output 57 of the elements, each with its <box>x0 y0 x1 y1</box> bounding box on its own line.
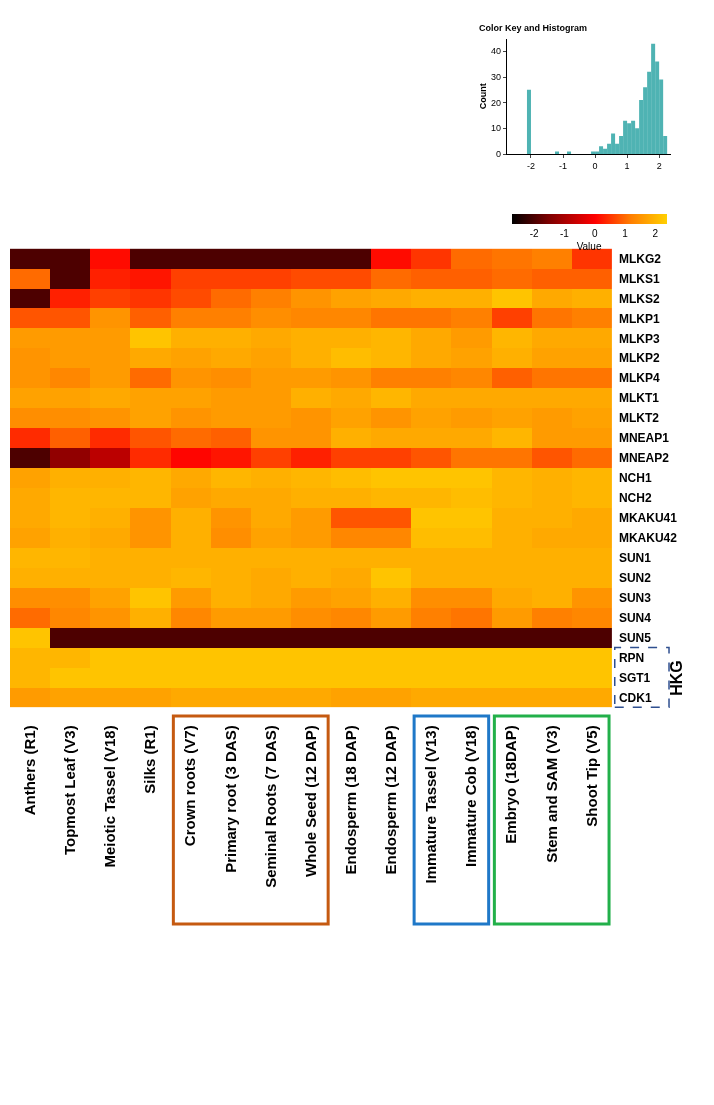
color-bar-label: 1 <box>622 227 629 239</box>
y-tick-label: MNEAP2 <box>618 451 670 466</box>
y-tick-label: SUN1 <box>618 550 652 565</box>
y-tick-label: MLKG2 <box>618 251 662 266</box>
y-tick-label: MLKP2 <box>618 351 660 366</box>
x-tick-label: Silks (R1) <box>141 725 159 794</box>
x-tick-label: Immature Cob (V18) <box>462 725 480 867</box>
y-axis-title: Count <box>478 83 489 110</box>
y-tick-label: MKAKU41 <box>618 511 678 526</box>
x-tick-label: -2 <box>526 160 535 171</box>
x-tick-label: Crown roots (V7) <box>181 725 199 847</box>
y-tick-label: MLKT1 <box>618 391 660 406</box>
text: HKG <box>667 660 685 696</box>
y-tick-label: NCH1 <box>618 471 652 486</box>
x-tick-label: Stem and SAM (V3) <box>542 725 560 863</box>
x-tick-label: 0 <box>592 160 598 171</box>
y-tick-label: MLKP1 <box>618 311 660 326</box>
x-tick-label: 1 <box>624 160 630 171</box>
x-tick-label: -1 <box>559 160 568 171</box>
x-tick-label: Primary root (3 DAS) <box>221 725 239 873</box>
y-tick-label: SGT1 <box>618 670 651 685</box>
y-tick-label: MKAKU42 <box>618 530 678 545</box>
color-bar-label: -2 <box>529 227 540 239</box>
color-bar-label: -1 <box>560 227 570 239</box>
y-tick-label: RPN <box>618 650 645 665</box>
x-tick-label: Shoot Tip (V5) <box>582 725 600 827</box>
y-tick-label: SUN3 <box>618 590 652 605</box>
x-tick-label: Anthers (R1) <box>20 725 38 816</box>
color-bar-title: Value <box>576 240 602 252</box>
x-tick-label: Endosperm (12 DAP) <box>382 725 400 875</box>
x-tick-label: Endosperm (18 DAP) <box>341 725 359 875</box>
color-bar-label: 2 <box>652 227 659 239</box>
x-tick-label: Embryo (18DAP) <box>502 725 520 844</box>
x-tick-label: Whole Seed (12 DAP) <box>301 725 319 877</box>
color-bar-label: 0 <box>591 227 598 239</box>
x-tick-label: Topmost Leaf (V3) <box>61 725 79 856</box>
chart-title: Color Key and Histogram <box>479 23 588 33</box>
y-tick-label: MLKS1 <box>618 271 660 286</box>
y-tick-label: NCH2 <box>618 491 652 506</box>
y-tick-label: MLKT2 <box>618 411 660 426</box>
x-tick-label: 2 <box>656 160 662 171</box>
y-tick-label: 10 <box>491 123 502 134</box>
x-tick-label: Seminal Roots (7 DAS) <box>261 725 279 888</box>
y-tick-label: SUN4 <box>618 610 652 625</box>
y-tick-label: MLKS2 <box>618 291 660 306</box>
y-tick-label: SUN2 <box>618 570 652 585</box>
y-tick-label: 40 <box>491 46 502 57</box>
x-tick-label: Immature Tassel (V13) <box>422 725 440 884</box>
y-tick-label: 30 <box>491 72 502 83</box>
x-tick-label: Meiotic Tassel (V18) <box>101 725 119 868</box>
y-tick-label: MLKP3 <box>618 331 660 346</box>
y-tick-label: MNEAP1 <box>618 431 670 446</box>
y-tick-label: 20 <box>491 97 502 108</box>
y-tick-label: SUN5 <box>618 630 652 645</box>
y-tick-label: MLKP4 <box>618 371 660 386</box>
y-tick-label: 0 <box>496 149 502 160</box>
y-tick-label: CDK1 <box>618 690 652 705</box>
